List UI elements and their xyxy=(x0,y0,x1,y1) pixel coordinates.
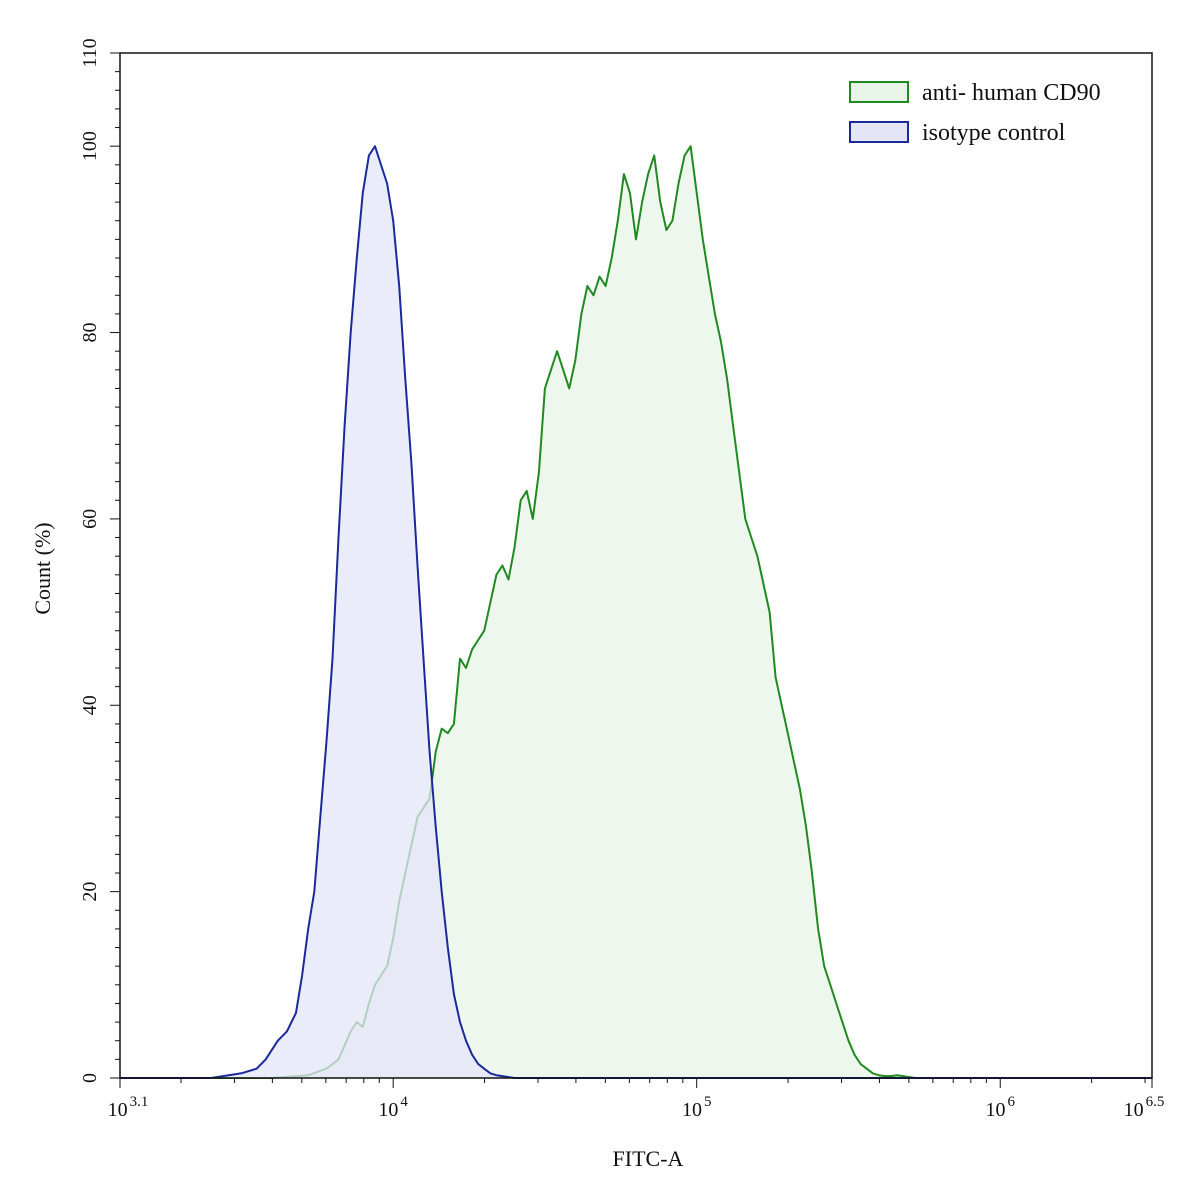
histogram-areas xyxy=(120,145,1152,1079)
legend-swatch-anti-human-cd90 xyxy=(849,81,909,103)
y-tick-label: 80 xyxy=(79,323,101,343)
legend-label-isotype-control: isotype control xyxy=(922,120,1066,146)
legend-swatch-isotype-control xyxy=(849,121,909,143)
y-axis-label: Count (%) xyxy=(30,522,55,614)
x-tick-label: 10 3.1 xyxy=(108,1094,149,1121)
x-axis: 10 3.1 10 4 10 5 10 6 10 6.5 xyxy=(108,1078,1165,1121)
y-tick-label: 0 xyxy=(79,1073,101,1083)
x-axis-label: FITC-A xyxy=(613,1146,684,1171)
plot-frame xyxy=(119,52,1153,1079)
series-fill-isotype-control xyxy=(120,146,1152,1078)
x-tick-label: 10 6 xyxy=(985,1094,1015,1121)
y-axis: 0 20 40 60 80 100 110 xyxy=(79,38,120,1083)
y-tick-label: 40 xyxy=(79,695,101,715)
legend: anti- human CD90 isotype control xyxy=(849,80,1101,146)
series-fill-anti-human-cd90 xyxy=(120,146,1152,1078)
x-tick-label: 10 5 xyxy=(682,1094,712,1121)
x-tick-label: 10 4 xyxy=(378,1094,408,1121)
series-line-isotype-control xyxy=(120,145,1152,1079)
x-tick-label: 10 6.5 xyxy=(1124,1094,1165,1121)
legend-label-anti-human-cd90: anti- human CD90 xyxy=(922,80,1101,106)
y-tick-label: 110 xyxy=(79,38,101,67)
y-tick-label: 20 xyxy=(79,882,101,902)
y-tick-label: 60 xyxy=(79,509,101,529)
y-tick-label: 100 xyxy=(79,131,101,161)
